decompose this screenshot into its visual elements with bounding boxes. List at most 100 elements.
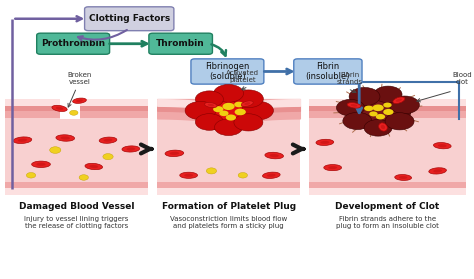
- Ellipse shape: [18, 139, 27, 142]
- Circle shape: [214, 85, 244, 102]
- Bar: [309, 182, 466, 189]
- Circle shape: [219, 110, 228, 116]
- Ellipse shape: [328, 166, 337, 169]
- Ellipse shape: [379, 123, 387, 131]
- Ellipse shape: [381, 125, 385, 129]
- Text: Injury to vessel lining triggers
the release of clotting factors: Injury to vessel lining triggers the rel…: [25, 216, 129, 229]
- Ellipse shape: [170, 152, 179, 155]
- Text: Fibrin
(insoluble): Fibrin (insoluble): [306, 62, 350, 81]
- Ellipse shape: [438, 144, 447, 147]
- Circle shape: [390, 96, 419, 114]
- Circle shape: [213, 106, 223, 112]
- Bar: [157, 99, 300, 106]
- Ellipse shape: [351, 104, 357, 107]
- Ellipse shape: [90, 165, 98, 168]
- FancyBboxPatch shape: [84, 7, 174, 31]
- Circle shape: [373, 104, 384, 111]
- Circle shape: [385, 113, 414, 130]
- Ellipse shape: [270, 154, 279, 157]
- FancyBboxPatch shape: [149, 33, 212, 54]
- Bar: [157, 189, 300, 194]
- Ellipse shape: [429, 168, 447, 174]
- Bar: [309, 99, 466, 106]
- Circle shape: [383, 103, 392, 107]
- Bar: [5, 106, 148, 110]
- Circle shape: [222, 103, 235, 110]
- Circle shape: [234, 114, 263, 131]
- Bar: [5, 182, 148, 189]
- Ellipse shape: [127, 147, 135, 150]
- Ellipse shape: [241, 101, 253, 107]
- Bar: [309, 110, 466, 118]
- Circle shape: [242, 101, 273, 120]
- Bar: [5, 99, 148, 106]
- Bar: [5, 118, 148, 182]
- Bar: [309, 188, 466, 195]
- Circle shape: [346, 91, 411, 130]
- Circle shape: [349, 88, 380, 106]
- Bar: [157, 106, 300, 110]
- FancyBboxPatch shape: [36, 33, 109, 54]
- Ellipse shape: [61, 136, 70, 140]
- Ellipse shape: [396, 98, 402, 102]
- Text: Vasoconstriction limits blood flow
and platelets form a sticky plug: Vasoconstriction limits blood flow and p…: [170, 216, 287, 229]
- Text: Fibrin strands adhere to the
plug to form an insoluble clot: Fibrin strands adhere to the plug to for…: [336, 216, 439, 229]
- Ellipse shape: [85, 163, 102, 170]
- FancyBboxPatch shape: [191, 59, 264, 84]
- Bar: [157, 118, 300, 182]
- Ellipse shape: [316, 139, 334, 145]
- Ellipse shape: [265, 152, 283, 159]
- FancyBboxPatch shape: [294, 59, 362, 84]
- Text: Fibrin
strands: Fibrin strands: [337, 72, 363, 85]
- Circle shape: [235, 109, 246, 115]
- Ellipse shape: [13, 137, 32, 143]
- Ellipse shape: [399, 176, 407, 179]
- Bar: [309, 189, 466, 194]
- Ellipse shape: [263, 172, 280, 179]
- Circle shape: [369, 111, 378, 116]
- Bar: [157, 188, 300, 195]
- Ellipse shape: [320, 141, 329, 144]
- Bar: [60, 99, 80, 119]
- Ellipse shape: [393, 97, 405, 104]
- Circle shape: [50, 147, 61, 153]
- Ellipse shape: [32, 161, 50, 167]
- Circle shape: [185, 102, 216, 120]
- Circle shape: [364, 105, 374, 111]
- Ellipse shape: [165, 150, 184, 157]
- Circle shape: [337, 99, 365, 116]
- Text: Development of Clot: Development of Clot: [336, 202, 439, 211]
- Bar: [157, 182, 300, 189]
- Ellipse shape: [73, 98, 86, 103]
- Bar: [157, 110, 300, 118]
- Text: Damaged Blood Vessel: Damaged Blood Vessel: [19, 202, 135, 211]
- Circle shape: [27, 172, 36, 178]
- Text: Blood
clot: Blood clot: [452, 72, 472, 85]
- Ellipse shape: [324, 165, 342, 171]
- Circle shape: [226, 114, 236, 121]
- Circle shape: [195, 91, 223, 107]
- Ellipse shape: [208, 104, 214, 106]
- Ellipse shape: [76, 99, 83, 102]
- Circle shape: [103, 153, 113, 160]
- Ellipse shape: [99, 137, 117, 143]
- Ellipse shape: [122, 146, 140, 152]
- Circle shape: [215, 119, 243, 136]
- Bar: [309, 118, 466, 182]
- Circle shape: [233, 90, 264, 108]
- Text: Prothrombin: Prothrombin: [41, 39, 105, 48]
- Text: Activated
platelet: Activated platelet: [226, 70, 259, 83]
- Ellipse shape: [36, 163, 46, 166]
- Circle shape: [195, 114, 223, 130]
- Ellipse shape: [104, 139, 112, 142]
- Text: Thrombin: Thrombin: [156, 39, 205, 48]
- Circle shape: [374, 86, 402, 103]
- Ellipse shape: [184, 174, 193, 177]
- Bar: [5, 110, 148, 118]
- Ellipse shape: [347, 103, 361, 108]
- Circle shape: [234, 102, 244, 107]
- Circle shape: [383, 109, 393, 115]
- Circle shape: [376, 114, 385, 119]
- Ellipse shape: [204, 102, 217, 108]
- Text: Clotting Factors: Clotting Factors: [89, 14, 170, 23]
